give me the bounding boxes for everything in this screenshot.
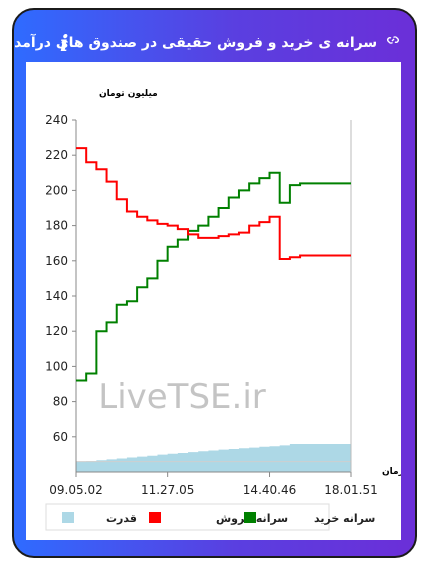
info-icon[interactable]: i [60, 31, 69, 57]
chart-title-text: سرانه ی خرید و فروش حقیقی در صندوق های د… [0, 35, 378, 51]
y-tick-label: 120 [45, 324, 68, 338]
series-line-buy [76, 171, 351, 382]
y-tick-label: 220 [45, 148, 68, 162]
chart-title: سرانه ی خرید و فروش حقیقی در صندوق های د… [0, 27, 400, 59]
y-tick-label: 180 [45, 219, 68, 233]
y-tick-label: 140 [45, 289, 68, 303]
y-ticks: 60 80 100 120 140 160 180 200 220 240 [45, 113, 76, 444]
y-tick-label: 200 [45, 183, 68, 197]
power-area [76, 444, 351, 472]
y-tick-label: 100 [45, 359, 68, 373]
power-area-layer [76, 444, 351, 472]
x-ticks: 09.05.02 11.27.05 14.40.46 18.01.51 [49, 472, 378, 497]
y-axis-label: میلیون تومان [99, 89, 158, 99]
y-tick-label: 160 [45, 254, 68, 268]
x-tick-label: 09.05.02 [49, 483, 102, 497]
legend-box [45, 503, 330, 531]
chart-panel: میلیون تومان زمان 60 80 100 120 140 160 180 200… [26, 62, 404, 540]
x-axis-label: زمان [382, 467, 401, 477]
x-tick-label: 11.27.05 [141, 483, 194, 497]
series-line-sell [76, 147, 351, 261]
chart-svg: میلیون تومان زمان 60 80 100 120 140 160 180 200… [45, 89, 404, 531]
watermark: LiveTSE.ir [98, 377, 266, 417]
legend-swatch-power [62, 512, 74, 523]
y-tick-label: 240 [45, 113, 68, 127]
link-icon[interactable] [386, 27, 400, 59]
legend-label-power: قدرت [106, 512, 137, 525]
legend: قدرت سرانه فروش سرانه خرید [45, 503, 375, 531]
y-tick-label: 60 [53, 430, 68, 444]
legend-swatch-buy [244, 512, 256, 523]
y-tick-label: 80 [53, 395, 68, 409]
x-tick-label: 14.40.46 [243, 483, 296, 497]
legend-swatch-sell [149, 512, 161, 523]
series-lines [76, 147, 351, 382]
x-tick-label: 18.01.51 [324, 483, 377, 497]
legend-label-buy: سرانه خرید [314, 512, 375, 525]
